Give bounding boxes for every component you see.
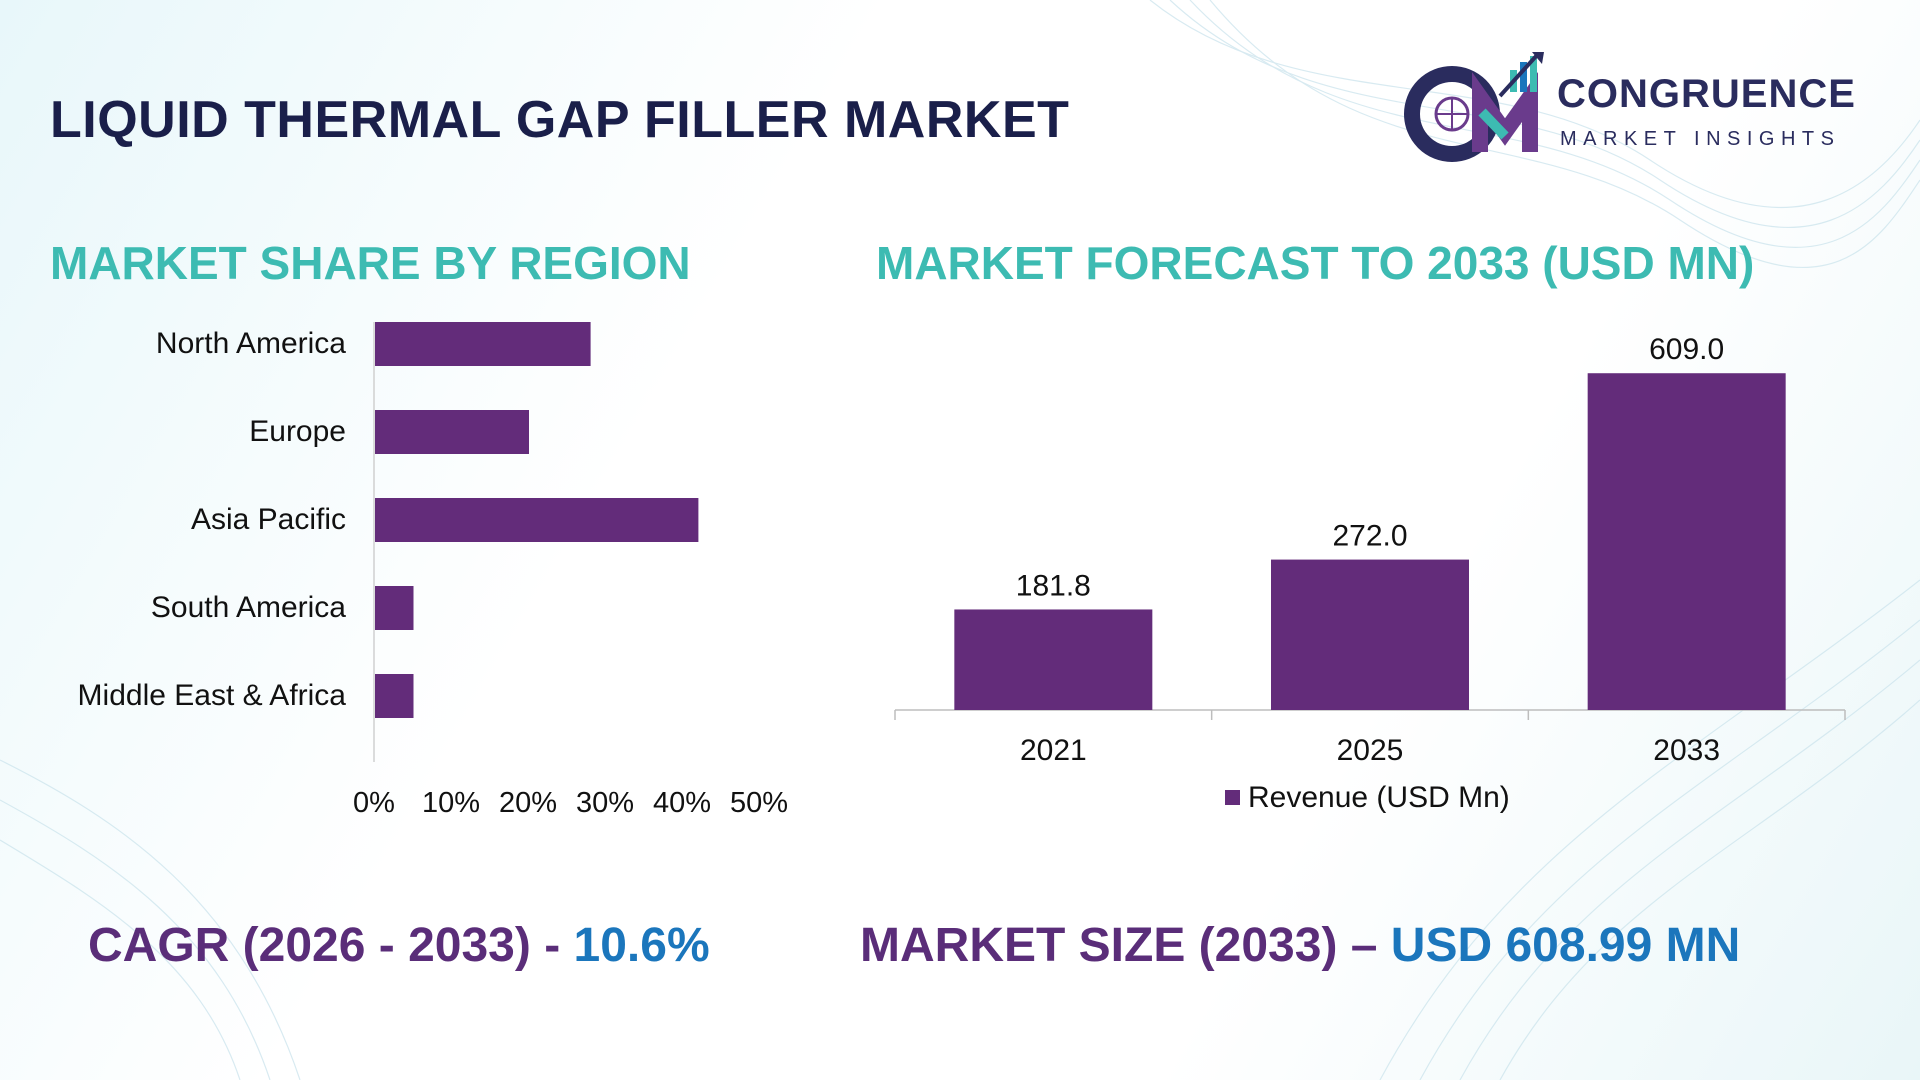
forecast-bar (1271, 559, 1469, 710)
region-tick-label: 40% (653, 787, 711, 819)
logo-tagline: MARKET INSIGHTS (1560, 128, 1841, 150)
forecast-chart-title: MARKET FORECAST TO 2033 (USD MN) (876, 237, 1755, 289)
region-category-label: South America (151, 591, 346, 624)
region-bar (375, 586, 414, 630)
forecast-bar (1587, 373, 1786, 710)
page-title: LIQUID THERMAL GAP FILLER MARKET (50, 91, 1070, 149)
market-size-label: MARKET SIZE (2033) – (860, 919, 1391, 972)
forecast-category-label: 2021 (1020, 734, 1087, 767)
region-category-label: Middle East & Africa (78, 679, 347, 712)
region-chart-title: MARKET SHARE BY REGION (50, 237, 691, 289)
region-tick-label: 30% (576, 787, 634, 819)
legend-label: Revenue (USD Mn) (1248, 781, 1510, 814)
region-bar (375, 498, 699, 542)
logo-name: CONGRUENCE (1557, 72, 1856, 116)
cagr-value: 10.6% (573, 919, 710, 972)
region-bar (375, 410, 529, 454)
region-tick-label: 0% (353, 787, 395, 819)
region-category-label: North America (156, 327, 346, 360)
forecast-category-label: 2033 (1653, 734, 1720, 767)
forecast-data-label: 181.8 (1016, 569, 1091, 602)
region-bar (375, 322, 591, 366)
forecast-data-label: 272.0 (1332, 520, 1407, 553)
region-bar (375, 674, 414, 718)
market-size-stat: MARKET SIZE (2033) – USD 608.99 MN (860, 918, 1740, 973)
region-category-label: Europe (249, 415, 346, 448)
legend-swatch (1225, 790, 1240, 805)
cagr-label: CAGR (2026 - 2033) - (88, 919, 574, 972)
cagr-stat: CAGR (2026 - 2033) - 10.6% (88, 918, 710, 973)
region-tick-label: 20% (499, 787, 557, 819)
forecast-bar (954, 609, 1153, 710)
market-size-value: USD 608.99 MN (1390, 919, 1741, 972)
forecast-data-label: 609.0 (1649, 333, 1724, 366)
region-category-label: Asia Pacific (191, 503, 346, 536)
forecast-category-label: 2025 (1337, 734, 1404, 767)
forecast-chart: 181.8 2021 272.0 2025 609.0 2033 Revenue (USD … (894, 333, 1846, 814)
region-tick-label: 50% (730, 787, 788, 819)
region-tick-label: 10% (422, 787, 480, 819)
logo-icon (1404, 52, 1544, 162)
region-share-chart: North America Europe Asia Pacific South Ame… (78, 322, 788, 819)
